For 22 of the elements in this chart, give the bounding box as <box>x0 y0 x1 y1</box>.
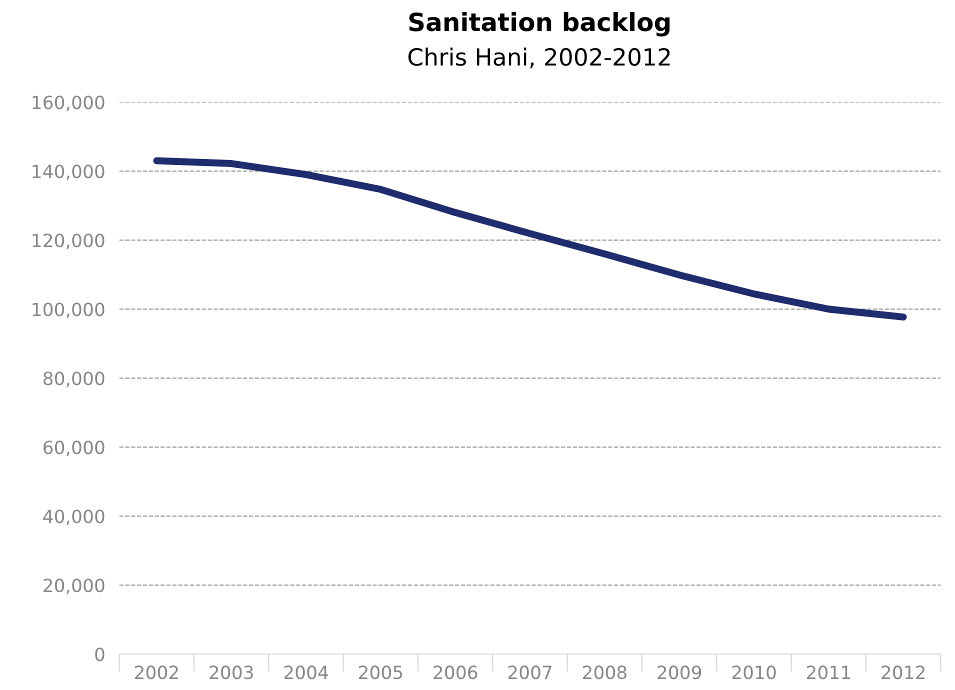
x-tick-label: 2004 <box>284 666 328 680</box>
x-tick-label: 2007 <box>508 666 552 680</box>
y-tick-label: 100,000 <box>32 302 104 318</box>
y-tick-label: 40,000 <box>43 510 104 526</box>
x-tick-label: 2003 <box>210 666 253 680</box>
chart-subtitle: Chris Hani, 2002-2012 <box>408 48 670 68</box>
y-tick-label: 120,000 <box>32 234 104 250</box>
x-tick-label: 2010 <box>732 666 776 680</box>
x-tick-label: 2012 <box>882 666 925 680</box>
y-tick-label: 140,000 <box>32 164 104 180</box>
y-tick-label: 160,000 <box>32 96 104 112</box>
x-tick-label: 2008 <box>583 666 626 680</box>
y-tick-label: 0 <box>95 648 104 662</box>
x-tick-label: 2005 <box>359 666 402 680</box>
y-tick-label: 80,000 <box>44 372 104 388</box>
x-tick-label: 2009 <box>658 666 702 680</box>
y-tick-label: 20,000 <box>44 578 104 594</box>
x-tick-label: 2006 <box>434 666 478 680</box>
x-tick-label: 2011 <box>807 666 850 680</box>
y-tick-label: 60,000 <box>44 440 104 456</box>
chart-title: Sanitation backlog <box>409 12 670 36</box>
x-tick-label: 2002 <box>135 666 178 680</box>
